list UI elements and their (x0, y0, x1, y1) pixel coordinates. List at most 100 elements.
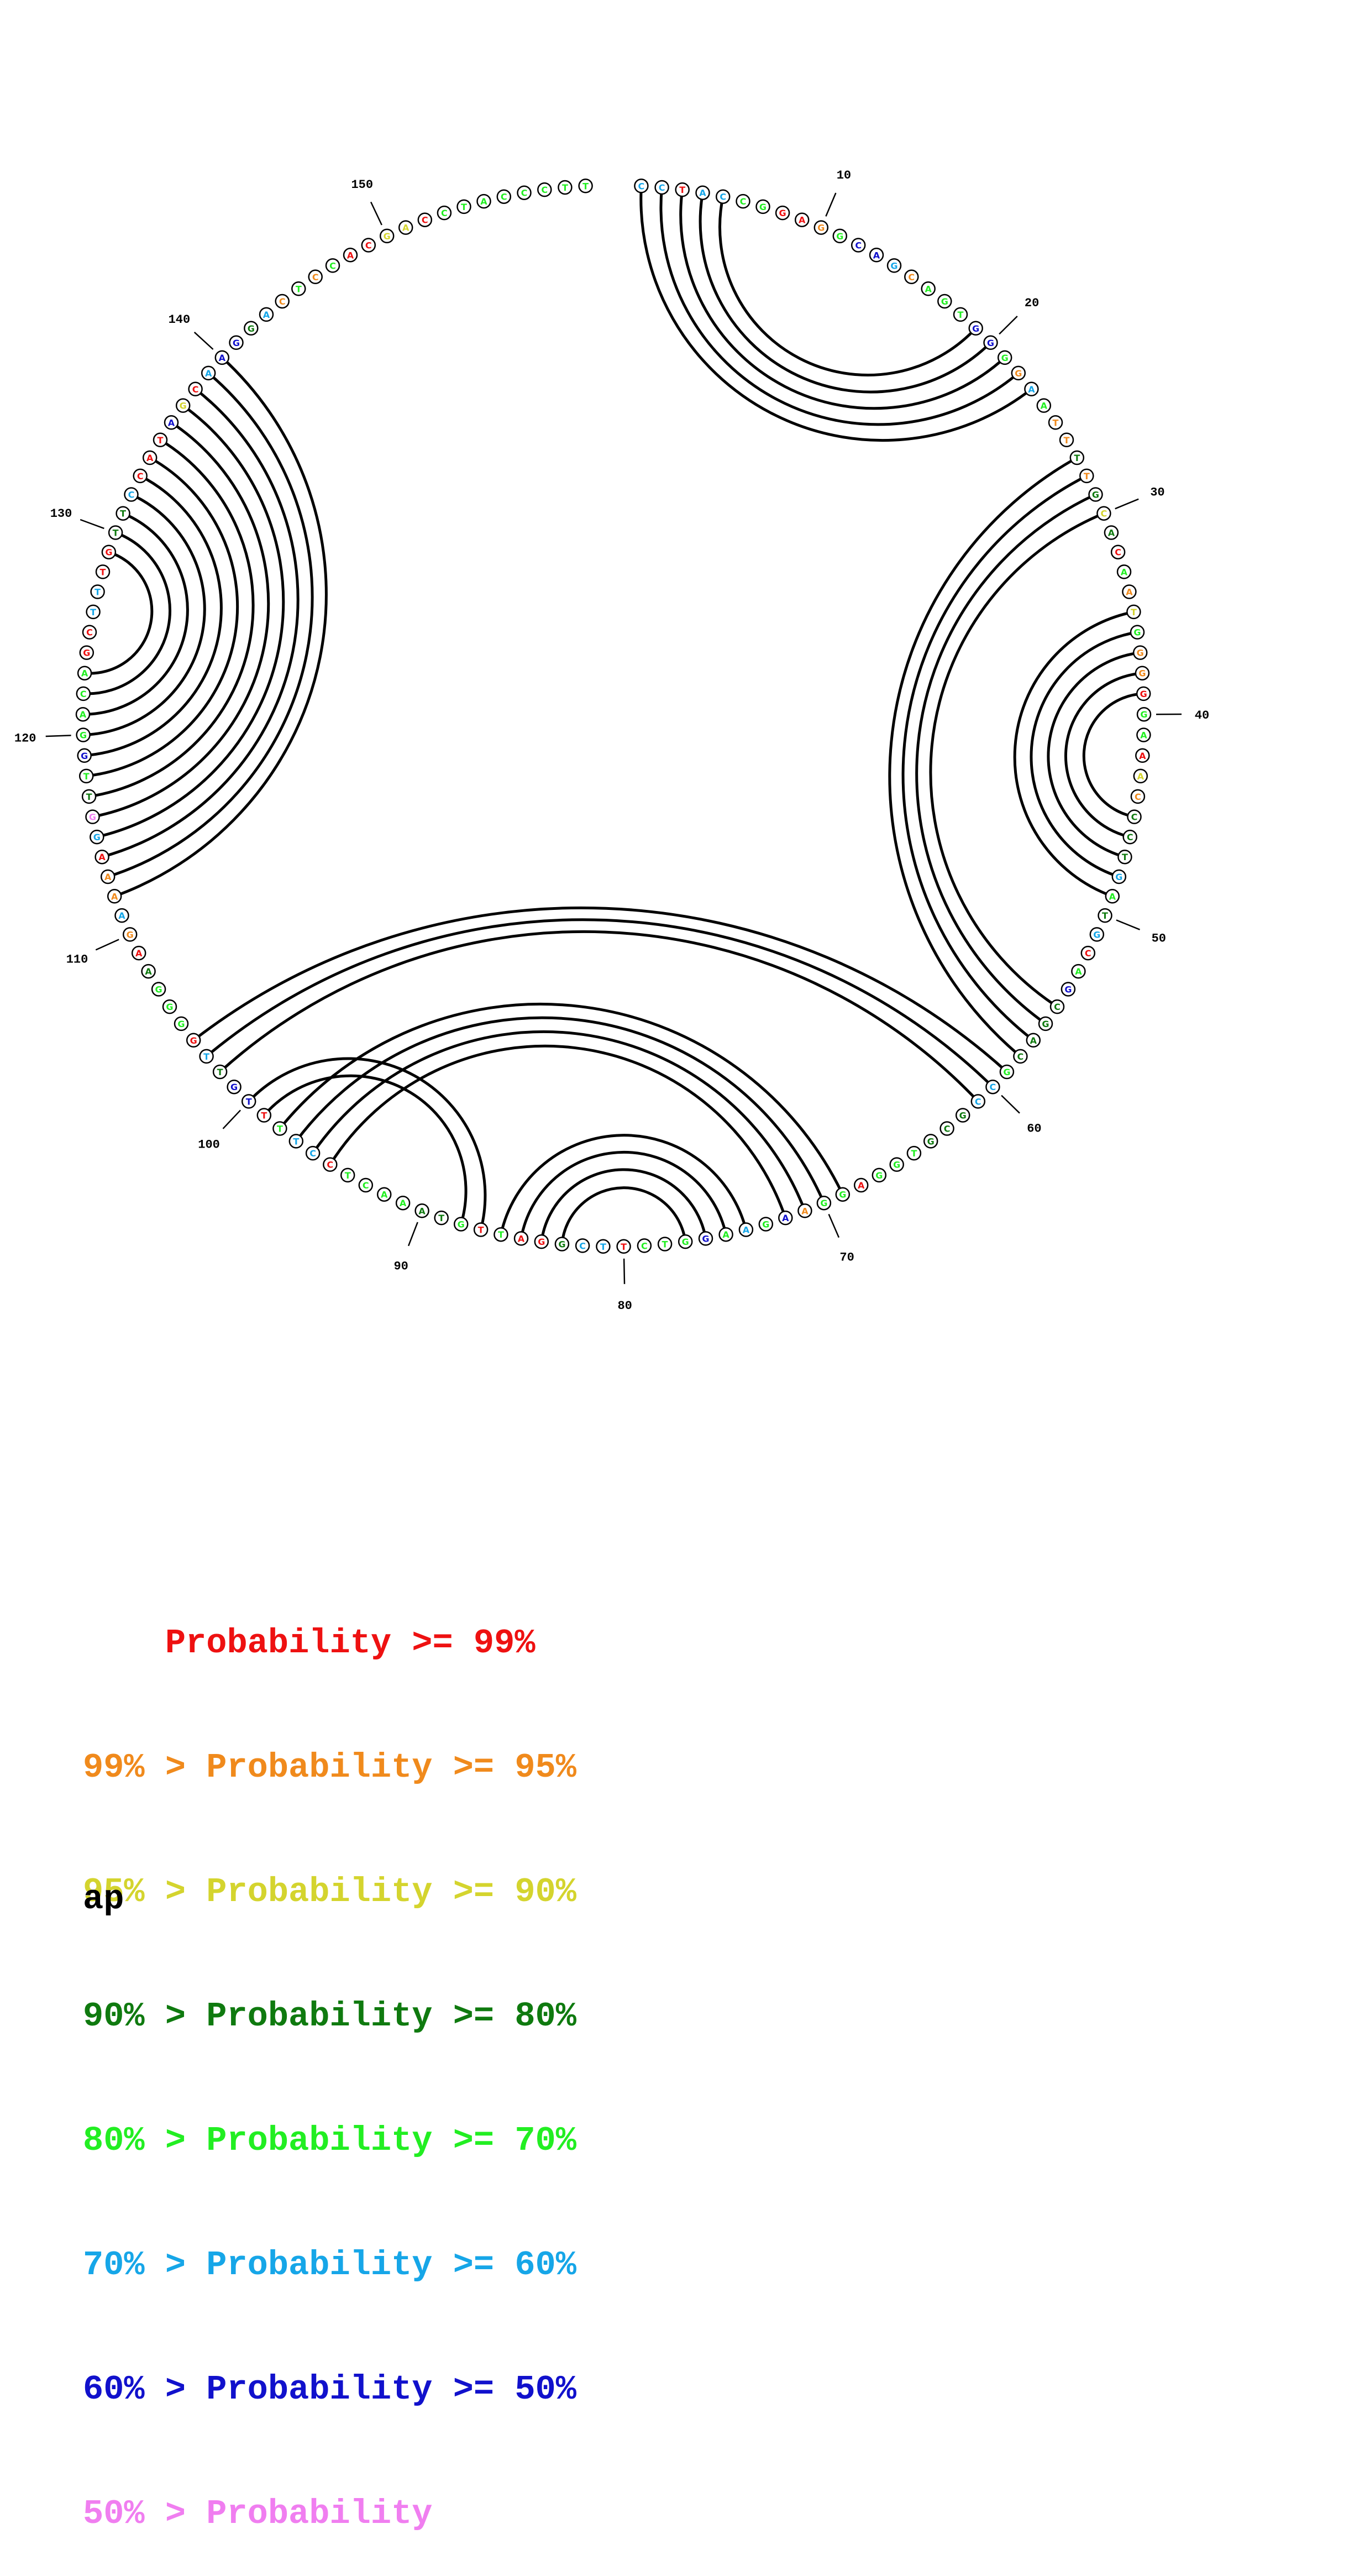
nucleotide: G (454, 1218, 468, 1231)
nucleotide-letter: C (279, 296, 286, 307)
nucleotide-letter: G (89, 812, 96, 823)
nucleotide: G (888, 259, 901, 272)
nucleotide-letter: G (1140, 709, 1147, 720)
nucleotide-letter: T (1122, 852, 1128, 862)
nucleotide: T (80, 769, 93, 783)
nucleotide: C (309, 270, 322, 284)
nucleotide: A (1105, 526, 1118, 540)
nucleotide-letter: C (975, 1096, 981, 1107)
nucleotide: T (117, 507, 130, 520)
pair-arc (1048, 653, 1140, 857)
legend-row: 95% > Probability >= 90% (83, 1871, 576, 1913)
nucleotide-letter: G (972, 323, 979, 334)
nucleotide-letter: C (1135, 792, 1141, 802)
nucleotide-letter: G (820, 1198, 827, 1208)
nucleotide-letter: G (180, 401, 187, 411)
nucleotide-letter: A (743, 1225, 750, 1235)
nucleotide-letter: A (135, 948, 143, 959)
nucleotide-letter: T (911, 1148, 917, 1159)
legend-label: 70% > Probability >= 60% (83, 2245, 576, 2285)
nucleotide-letter: G (81, 751, 88, 761)
nucleotide: T (82, 790, 96, 803)
nucleotide: G (1112, 870, 1126, 883)
nucleotide: G (1000, 1065, 1014, 1078)
nucleotide: A (416, 1204, 429, 1217)
nucleotide: G (984, 336, 998, 349)
nucleotide-letter: T (958, 310, 964, 320)
nucleotide: C (418, 213, 432, 227)
pair-arc (917, 495, 1096, 1024)
tick-line (829, 1214, 839, 1237)
nucleotide: A (142, 965, 155, 978)
nucleotide-letter: T (662, 1239, 668, 1250)
nucleotide-letter: G (558, 1239, 565, 1250)
nucleotide-letter: G (233, 338, 240, 348)
nucleotide: C (1111, 546, 1125, 559)
nucleotide: A (515, 1232, 528, 1245)
nucleotide: C (1128, 810, 1141, 824)
legend-label: 99% > Probability >= 95% (83, 1748, 576, 1787)
nucleotide: G (833, 229, 847, 243)
nucleotide: A (78, 667, 91, 680)
nucleotide: A (101, 870, 114, 883)
tick-line (223, 1110, 241, 1129)
nucleotide-letter: G (682, 1237, 689, 1247)
nucleotide-letter: A (1030, 1035, 1037, 1046)
tick-label: 30 (1150, 486, 1164, 500)
nucleotide-letter: G (875, 1170, 883, 1181)
nucleotide: C (125, 488, 138, 501)
nucleotide: C (852, 239, 865, 252)
nucleotide-letter: A (925, 284, 932, 294)
nucleotide: G (175, 1017, 188, 1030)
nucleotide: A (132, 946, 145, 960)
nucleotide-letter: T (261, 1111, 267, 1121)
nucleotide-letter: C (86, 627, 93, 638)
nucleotide-letter: A (347, 250, 354, 260)
nucleotide-letter: A (111, 891, 118, 902)
nucleotide: C (655, 181, 669, 194)
nucleotide: A (165, 416, 178, 429)
nucleotide: G (380, 229, 393, 243)
pair-arc (264, 1076, 466, 1224)
nucleotide: C (716, 190, 729, 203)
nucleotide: T (109, 526, 122, 540)
tick-label: 110 (66, 953, 88, 967)
tick-line (1115, 499, 1139, 509)
legend-row: 70% > Probability >= 60% (83, 2244, 576, 2286)
nucleotide-letter: C (1017, 1051, 1024, 1062)
nucleotide: G (1133, 646, 1147, 659)
nucleotide-letter: T (158, 435, 164, 446)
tick-label: 120 (14, 731, 36, 745)
nucleotide: C (134, 469, 147, 483)
tick-label: 90 (393, 1259, 408, 1273)
tick-label: 20 (1025, 296, 1039, 310)
nucleotide-letter: A (219, 353, 226, 363)
nucleotide: T (617, 1240, 631, 1253)
pair-arc (501, 1135, 746, 1235)
nucleotide-letter: T (679, 185, 685, 195)
nucleotide-letter: A (782, 1213, 789, 1223)
legend-row: 90% > Probability >= 80% (83, 1996, 576, 2037)
nucleotide-letter: G (1093, 929, 1100, 940)
nucleotide-letter: C (1115, 547, 1121, 558)
nucleotide-letter: T (277, 1124, 283, 1134)
nucleotide-letter: G (93, 832, 101, 842)
nucleotide-letter: G (941, 296, 948, 307)
nucleotide: G (163, 1000, 176, 1013)
nucleotide-letter: G (1133, 627, 1141, 638)
nucleotide-letter: C (422, 215, 428, 226)
nucleotide: T (907, 1146, 921, 1160)
nucleotide: G (230, 336, 243, 349)
nucleotide: C (972, 1095, 985, 1108)
nucleotide: A (720, 1228, 733, 1241)
nucleotide: A (854, 1179, 868, 1192)
nucleotide-letter: G (105, 547, 112, 558)
nucleotide: G (998, 351, 1011, 364)
nucleotide: A (795, 213, 809, 227)
legend-label: 80% > Probability >= 70% (83, 2121, 576, 2160)
nucleotide: G (699, 1232, 712, 1245)
legend-label: 60% > Probability >= 50% (83, 2370, 576, 2409)
nucleotide: G (1131, 626, 1144, 639)
nucleotide-letter: T (582, 181, 589, 191)
nucleotide-letter: T (1074, 453, 1080, 463)
